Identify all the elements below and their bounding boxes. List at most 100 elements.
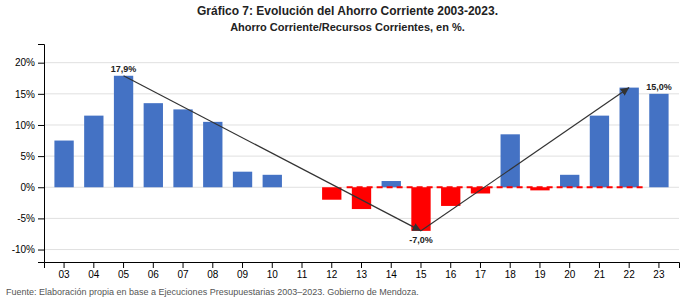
tick-mark bbox=[629, 262, 630, 268]
tick-label: 5% bbox=[21, 151, 36, 162]
tick-mark bbox=[361, 262, 362, 268]
grid-line bbox=[44, 62, 679, 63]
tick-mark bbox=[302, 262, 303, 268]
tick-label: 14 bbox=[386, 269, 398, 280]
bar bbox=[620, 88, 639, 188]
tick-label: 08 bbox=[207, 269, 219, 280]
tick-mark bbox=[93, 262, 94, 268]
tick-label: 15 bbox=[415, 269, 427, 280]
y-tick: 10% bbox=[15, 120, 44, 131]
tick-label: 20% bbox=[15, 57, 35, 68]
tick-mark bbox=[212, 262, 213, 268]
x-tick: 07 bbox=[177, 262, 189, 280]
tick-mark bbox=[64, 262, 65, 268]
bar bbox=[590, 116, 609, 188]
x-tick: 05 bbox=[118, 262, 130, 280]
x-tick: 20 bbox=[564, 262, 576, 280]
tick-mark bbox=[38, 218, 44, 219]
y-tick: 15% bbox=[15, 89, 44, 100]
title: Gráfico 7: Evolución del Ahorro Corrient… bbox=[197, 4, 498, 18]
tick-label: 23 bbox=[653, 269, 665, 280]
bar bbox=[411, 187, 430, 231]
tick-label: 07 bbox=[177, 269, 189, 280]
bar bbox=[203, 122, 222, 187]
bar bbox=[560, 175, 579, 187]
x-tick: 18 bbox=[505, 262, 517, 280]
tick-mark bbox=[391, 262, 392, 268]
arrow bbox=[124, 76, 421, 231]
tick-mark bbox=[658, 262, 659, 268]
tick-mark bbox=[480, 262, 481, 268]
tick-label: 20 bbox=[564, 269, 576, 280]
tick-mark bbox=[38, 156, 44, 157]
bar bbox=[649, 94, 668, 187]
tick-label: 05 bbox=[118, 269, 130, 280]
source: Fuente: Elaboración propia en base a Eje… bbox=[6, 287, 419, 297]
tick-label: 12 bbox=[326, 269, 338, 280]
x-tick: 11 bbox=[297, 262, 308, 280]
tick-label: 03 bbox=[59, 269, 71, 280]
tick-mark bbox=[420, 262, 421, 268]
tick-mark bbox=[242, 262, 243, 268]
tick-mark bbox=[38, 125, 44, 126]
tick-label: -5% bbox=[17, 213, 35, 224]
bar bbox=[352, 187, 371, 209]
x-tick: 17 bbox=[475, 262, 487, 280]
bar bbox=[84, 116, 103, 188]
tick-mark bbox=[539, 262, 540, 268]
tick-mark bbox=[153, 262, 154, 268]
tick-mark bbox=[38, 63, 44, 64]
bar bbox=[263, 175, 282, 187]
grid bbox=[44, 63, 679, 250]
bar bbox=[173, 109, 192, 187]
tick-label: -10% bbox=[12, 244, 35, 255]
tick-mark bbox=[123, 262, 124, 268]
data-label: 17,9% bbox=[111, 64, 137, 74]
x-tick: 16 bbox=[445, 262, 457, 280]
bar bbox=[54, 141, 73, 188]
tick-mark bbox=[599, 262, 600, 268]
data-labels: 17,9%-7,0%15,0% bbox=[111, 64, 672, 245]
x-axis: 0304050607080910111213141516171819202122… bbox=[45, 262, 680, 280]
y-tick: 0% bbox=[21, 182, 44, 193]
plot-area bbox=[54, 76, 668, 231]
x-tick: 23 bbox=[653, 262, 665, 280]
tick-label: 16 bbox=[445, 269, 457, 280]
tick-mark bbox=[450, 262, 451, 268]
x-tick: 08 bbox=[207, 262, 219, 280]
x-tick: 09 bbox=[237, 262, 249, 280]
reference-line bbox=[347, 186, 644, 188]
bar bbox=[144, 103, 163, 187]
tick-label: 18 bbox=[505, 269, 517, 280]
tick-label: 13 bbox=[356, 269, 368, 280]
grid-line bbox=[44, 93, 679, 94]
tick-label: 15% bbox=[15, 89, 35, 100]
grid-line bbox=[44, 187, 679, 188]
subtitle: Ahorro Corriente/Recursos Corrientes, en… bbox=[230, 21, 465, 33]
tick-label: 19 bbox=[534, 269, 546, 280]
arrow bbox=[421, 88, 629, 231]
x-tick: 10 bbox=[267, 262, 279, 280]
x-tick: 12 bbox=[326, 262, 338, 280]
x-tick: 06 bbox=[148, 262, 160, 280]
y-tick: 20% bbox=[15, 57, 44, 68]
grid-line bbox=[44, 218, 679, 219]
x-tick: 22 bbox=[624, 262, 636, 280]
axis-line bbox=[45, 263, 680, 269]
tick-mark bbox=[38, 94, 44, 95]
tick-mark bbox=[38, 187, 44, 188]
tick-label: 04 bbox=[88, 269, 100, 280]
tick-mark bbox=[38, 250, 44, 251]
axis-line bbox=[38, 45, 45, 263]
tick-label: 11 bbox=[297, 269, 308, 280]
x-tick: 04 bbox=[88, 262, 100, 280]
bar bbox=[441, 187, 460, 206]
grid-line bbox=[44, 249, 679, 250]
tick-mark bbox=[183, 262, 184, 268]
x-tick: 15 bbox=[415, 262, 427, 280]
x-tick: 03 bbox=[59, 262, 71, 280]
tick-label: 22 bbox=[624, 269, 636, 280]
chart: -10% -5% 0% 5% 10% 15% 20% 03 04 05 06 07 08 09 10 11 12… bbox=[0, 0, 695, 300]
tick-label: 10 bbox=[267, 269, 279, 280]
bars bbox=[54, 76, 668, 231]
